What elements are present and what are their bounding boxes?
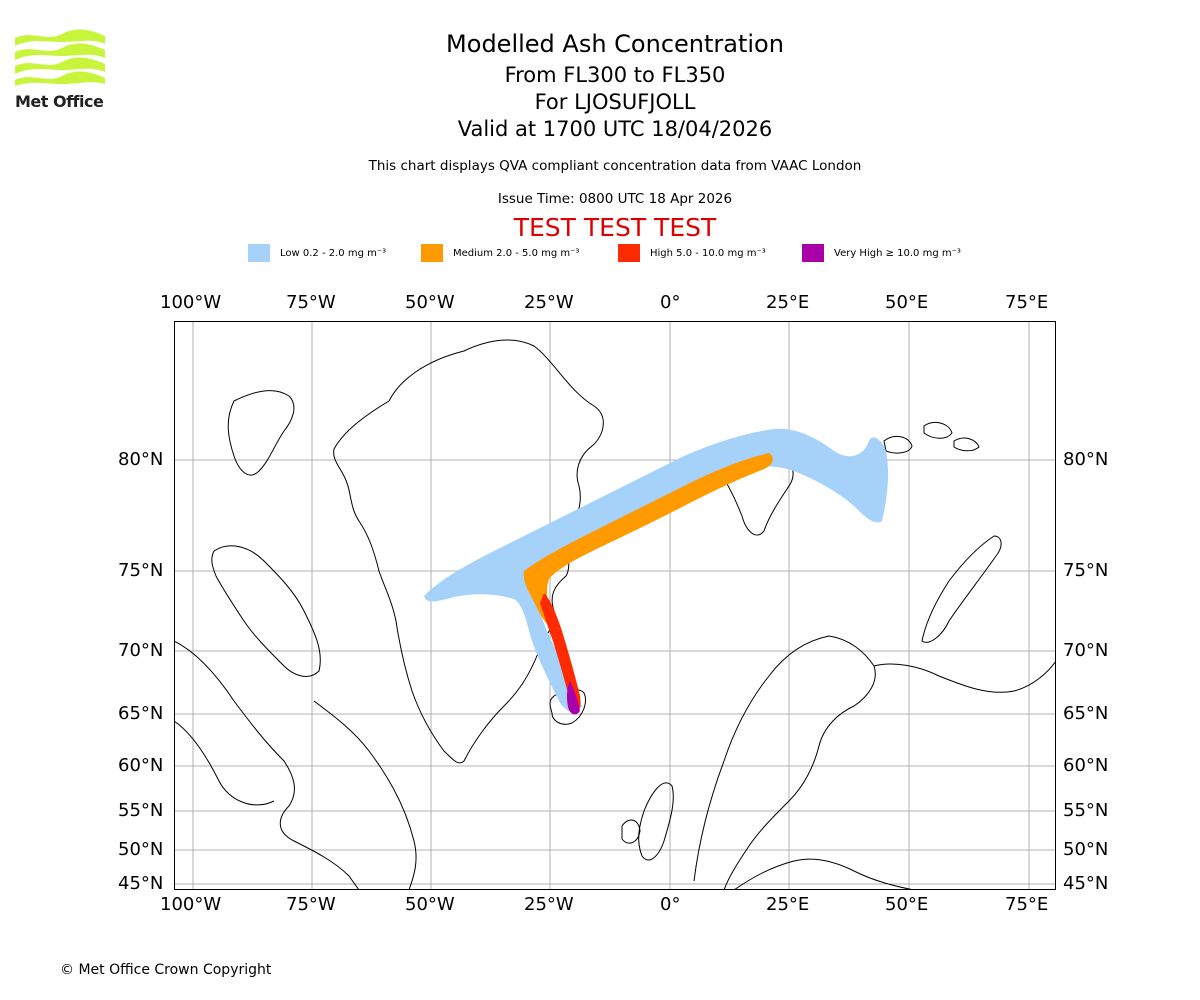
legend-item-medium: Medium 2.0 - 5.0 mg m⁻³ bbox=[421, 243, 579, 263]
lon-label-bottom: 50°E bbox=[885, 894, 929, 915]
met-office-logo-icon bbox=[15, 29, 105, 86]
lon-label-bottom: 75°W bbox=[286, 894, 336, 915]
flight-levels: From FL300 to FL350 bbox=[504, 63, 726, 87]
lat-label-left: 70°N bbox=[118, 640, 164, 661]
lon-label-top: 25°W bbox=[524, 292, 574, 313]
labrador-coast bbox=[313, 700, 417, 890]
logo-text: Met Office bbox=[15, 92, 104, 111]
issue-time: Issue Time: 0800 UTC 18 Apr 2026 bbox=[497, 191, 733, 207]
legend-swatch-very-high bbox=[802, 244, 824, 262]
legend-label-low: Low 0.2 - 2.0 mg m⁻³ bbox=[280, 247, 387, 259]
russia-coast bbox=[873, 660, 1056, 693]
lat-label-right: 65°N bbox=[1063, 703, 1109, 724]
scandinavia-coast bbox=[693, 635, 876, 890]
lat-label-left: 55°N bbox=[118, 800, 164, 821]
lon-label-top: 100°W bbox=[160, 292, 222, 313]
volcano-name: For LJOSUFJOLL bbox=[534, 90, 696, 114]
legend-swatch-high bbox=[618, 244, 640, 262]
ellesmere-coast bbox=[227, 390, 295, 476]
baffin-coast bbox=[211, 545, 321, 677]
lat-label-right: 45°N bbox=[1063, 873, 1109, 894]
valid-time: Valid at 1700 UTC 18/04/2026 bbox=[457, 117, 773, 141]
lon-label-top: 25°E bbox=[766, 292, 810, 313]
graticule bbox=[174, 321, 1056, 890]
chart-title: Modelled Ash Concentration bbox=[446, 30, 784, 58]
ash-map[interactable] bbox=[174, 321, 1056, 890]
lat-label-right: 50°N bbox=[1063, 839, 1109, 860]
ash-very-high bbox=[566, 681, 580, 715]
legend-label-very-high: Very High ≥ 10.0 mg m⁻³ bbox=[834, 247, 961, 259]
lon-label-top: 0° bbox=[660, 292, 681, 313]
lon-label-top: 50°W bbox=[405, 292, 455, 313]
lon-label-bottom: 0° bbox=[660, 894, 681, 915]
legend-label-medium: Medium 2.0 - 5.0 mg m⁻³ bbox=[453, 247, 580, 259]
lat-label-left: 65°N bbox=[118, 703, 164, 724]
ireland-coast bbox=[621, 819, 641, 844]
map-border bbox=[174, 321, 1056, 890]
lon-label-bottom: 75°E bbox=[1005, 894, 1049, 915]
lon-label-bottom: 50°W bbox=[405, 894, 455, 915]
legend-item-low: Low 0.2 - 2.0 mg m⁻³ bbox=[248, 243, 386, 263]
lat-label-left: 75°N bbox=[118, 560, 164, 581]
lon-label-top: 75°W bbox=[286, 292, 336, 313]
canada-coast bbox=[174, 640, 360, 890]
legend-label-high: High 5.0 - 10.0 mg m⁻³ bbox=[650, 247, 766, 259]
ash-low bbox=[424, 428, 889, 713]
ash-plume bbox=[424, 428, 889, 715]
legend-swatch-medium bbox=[421, 244, 443, 262]
legend-item-high: High 5.0 - 10.0 mg m⁻³ bbox=[618, 243, 766, 263]
lat-label-left: 80°N bbox=[118, 449, 164, 470]
lon-label-top: 50°E bbox=[885, 292, 929, 313]
lon-label-bottom: 25°W bbox=[524, 894, 574, 915]
lat-label-right: 55°N bbox=[1063, 800, 1109, 821]
lon-label-bottom: 25°E bbox=[766, 894, 810, 915]
copyright-notice: © Met Office Crown Copyright bbox=[60, 962, 272, 978]
lon-label-top: 75°E bbox=[1005, 292, 1049, 313]
europe-coast bbox=[733, 858, 915, 890]
lat-label-right: 80°N bbox=[1063, 449, 1109, 470]
test-banner: TEST TEST TEST bbox=[513, 213, 717, 242]
legend-item-very-high: Very High ≥ 10.0 mg m⁻³ bbox=[802, 243, 961, 263]
lat-label-right: 70°N bbox=[1063, 640, 1109, 661]
lat-label-left: 50°N bbox=[118, 839, 164, 860]
lat-label-right: 75°N bbox=[1063, 560, 1109, 581]
lat-label-left: 60°N bbox=[118, 755, 164, 776]
hudson-coast bbox=[174, 720, 275, 806]
legend-swatch-low bbox=[248, 244, 270, 262]
lat-label-left: 45°N bbox=[118, 873, 164, 894]
novaya-zemlya-coast bbox=[921, 535, 1002, 643]
chart-description: This chart displays QVA compliant concen… bbox=[368, 158, 862, 174]
lat-label-right: 60°N bbox=[1063, 755, 1109, 776]
lon-label-bottom: 100°W bbox=[160, 894, 222, 915]
britain-coast bbox=[638, 782, 674, 861]
